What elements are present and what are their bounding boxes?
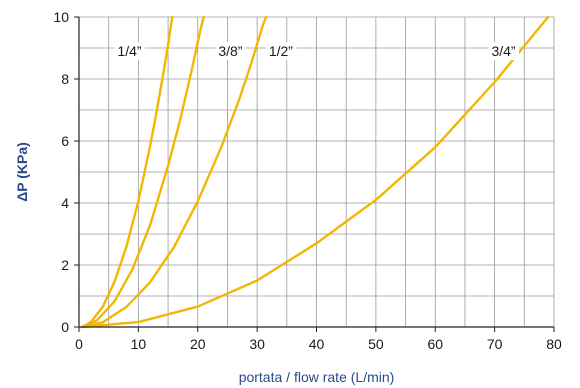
y-tick-label: 6	[61, 133, 69, 149]
x-tick-label: 40	[309, 336, 325, 352]
x-tick-label: 0	[75, 336, 83, 352]
series-line-3	[80, 15, 268, 329]
y-tick-label: 4	[61, 195, 69, 211]
series-label-4: 3/4”	[491, 43, 515, 59]
y-tick-label: 8	[61, 71, 69, 87]
x-tick-label: 10	[131, 336, 147, 352]
y-axis-title: ΔP (KPa)	[14, 142, 30, 202]
series-line-1	[80, 15, 174, 329]
x-axis-title: portata / flow rate (L/min)	[239, 369, 395, 385]
series-label-backdrop	[488, 42, 519, 61]
y-tick-label: 10	[53, 9, 69, 25]
x-tick-label: 60	[427, 336, 443, 352]
x-tick-label: 70	[487, 336, 503, 352]
axes: 0 10 20 30 40 50 60 70 80 0 2 4 6 8 10	[53, 9, 562, 352]
series-lines	[80, 15, 550, 329]
series-label-backdrop	[215, 42, 246, 61]
series-label-1: 1/4”	[117, 43, 141, 59]
x-tick-label: 80	[546, 336, 562, 352]
y-tick-label: 0	[61, 319, 69, 335]
series-labels: 1/4” 3/8” 1/2” 3/4”	[114, 42, 519, 61]
series-label-backdrop	[265, 42, 297, 61]
x-tick-label: 20	[190, 336, 206, 352]
series-line-4	[80, 15, 550, 329]
series-label-backdrop	[114, 42, 145, 61]
series-line-2	[80, 15, 205, 329]
series-label-2: 3/8”	[218, 43, 242, 59]
y-tick-label: 2	[61, 257, 69, 273]
x-tick-label: 50	[368, 336, 384, 352]
x-tick-label: 30	[249, 336, 265, 352]
series-label-3: 1/2”	[269, 43, 293, 59]
